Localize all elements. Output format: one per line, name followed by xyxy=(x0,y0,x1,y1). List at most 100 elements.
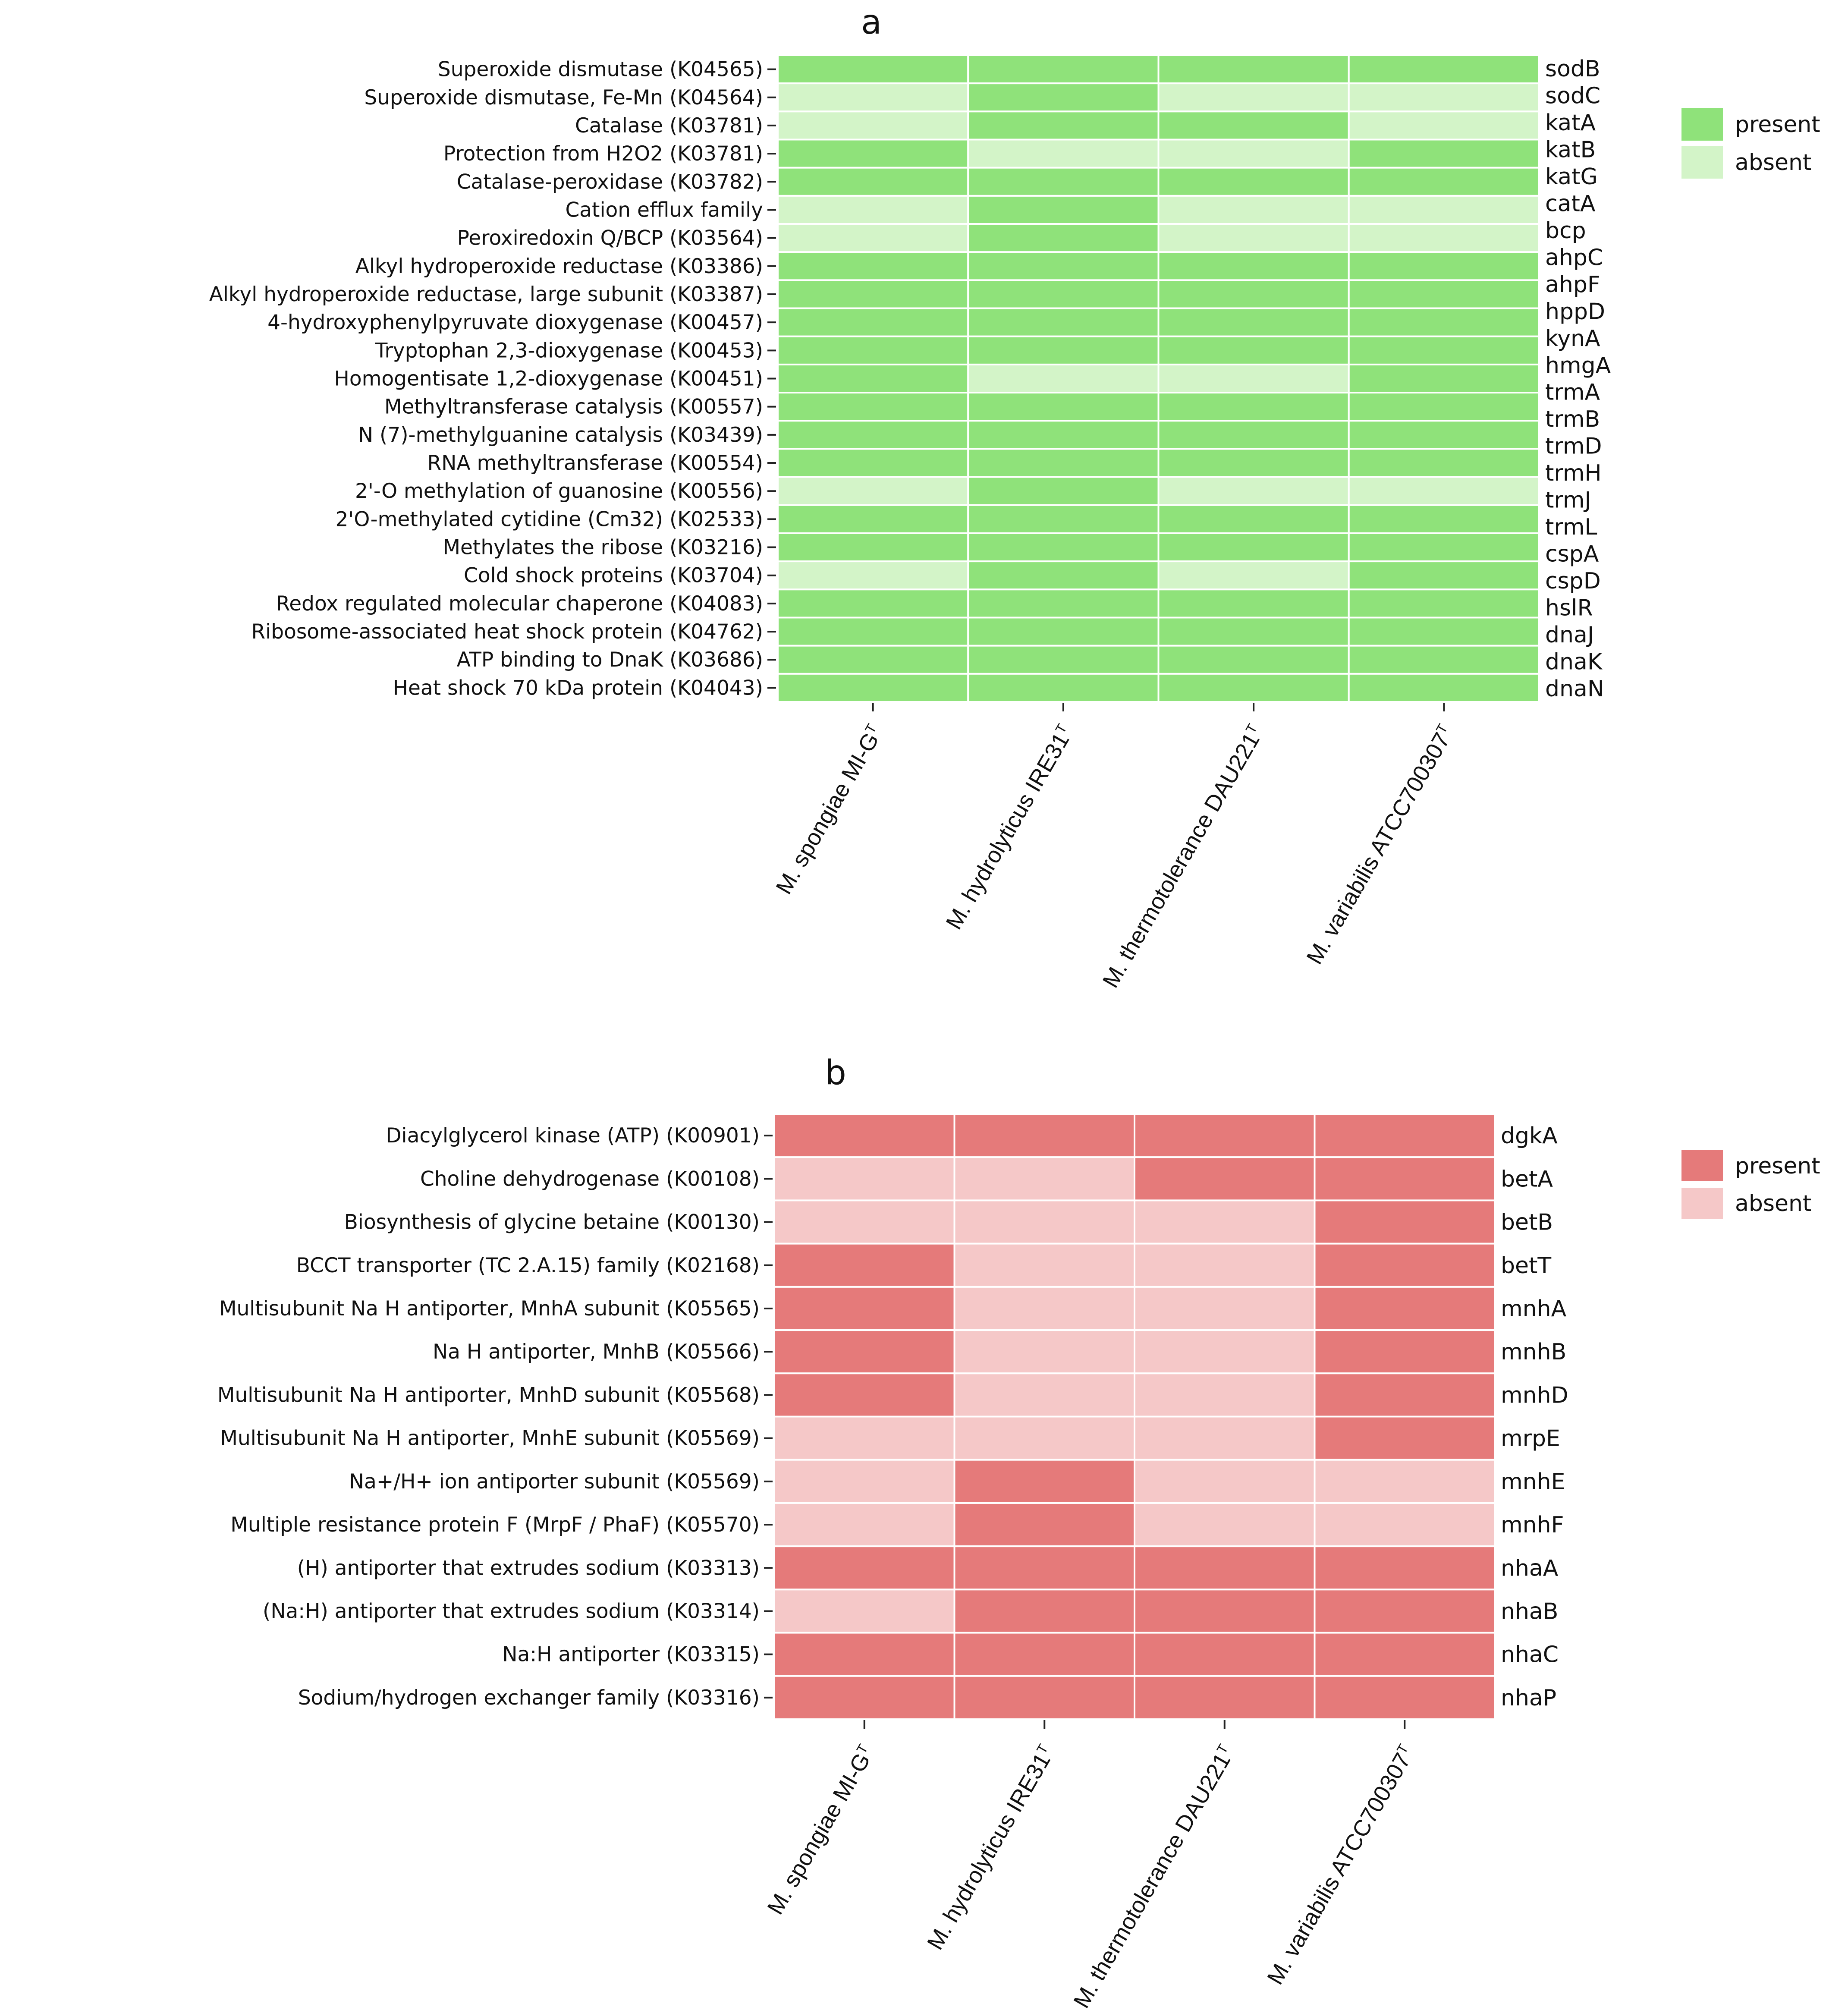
heatmap-cell xyxy=(1314,1329,1496,1375)
heatmap-cell xyxy=(1157,195,1350,225)
gene-label: mnhA xyxy=(1501,1296,1567,1322)
legend-swatch-present xyxy=(1681,1150,1723,1181)
heatmap-cell xyxy=(967,138,1160,169)
heatmap-cell xyxy=(967,476,1160,506)
row-label: Superoxide dismutase (K04565) xyxy=(438,58,763,82)
row-label: Tryptophan 2,3-dioxygenase (K00453) xyxy=(375,339,763,362)
heatmap-cell xyxy=(1348,532,1540,563)
row-label: Na+/H+ ion antiporter subunit (K05569) xyxy=(349,1470,760,1494)
heatmap-cell xyxy=(967,448,1160,478)
heatmap-cell xyxy=(777,279,969,309)
heatmap-cell xyxy=(967,532,1160,563)
heatmap-cell xyxy=(777,307,969,337)
panel-a-heatmap: a Superoxide dismutase (K04565) Superoxide… xyxy=(209,3,1820,992)
gene-label: cspD xyxy=(1545,568,1601,594)
row-label: Multiple resistance protein F (MrpF / Ph… xyxy=(230,1513,760,1537)
heatmap-cell xyxy=(1348,223,1540,253)
heatmap-cell xyxy=(1314,1415,1496,1461)
gene-label: dnaK xyxy=(1545,649,1603,675)
heatmap-cell xyxy=(1157,82,1350,113)
heatmap-cell xyxy=(1134,1199,1316,1245)
gene-label: hmgA xyxy=(1545,352,1611,378)
heatmap-cell xyxy=(953,1632,1135,1677)
heatmap-cell xyxy=(1134,1545,1316,1591)
heatmap-cell xyxy=(953,1372,1135,1418)
heatmap-cell xyxy=(777,167,969,197)
heatmap-cell xyxy=(1157,335,1350,365)
heatmap-cell xyxy=(777,195,969,225)
legend-swatch-absent xyxy=(1681,1188,1723,1219)
gene-label: nhaP xyxy=(1501,1685,1556,1711)
heatmap-cell xyxy=(777,138,969,169)
row-label: Homogentisate 1,2-dioxygenase (K00451) xyxy=(334,367,763,391)
row-label: Sodium/hydrogen exchanger family (K03316… xyxy=(298,1686,760,1710)
heatmap-cell xyxy=(1157,167,1350,197)
heatmap-cell xyxy=(777,82,969,113)
gene-label: trmJ xyxy=(1545,488,1591,513)
heatmap-cell xyxy=(1348,363,1540,394)
heatmap-cell xyxy=(1348,82,1540,113)
heatmap-cell xyxy=(777,617,969,647)
heatmap-cell xyxy=(967,307,1160,337)
heatmap-cell xyxy=(1134,1502,1316,1548)
row-label: N (7)-methylguanine catalysis (K03439) xyxy=(358,423,763,447)
gene-label: betA xyxy=(1501,1166,1553,1192)
heatmap-cell xyxy=(773,1632,955,1677)
legend-label-absent: absent xyxy=(1735,150,1811,176)
heatmap-cell xyxy=(1348,560,1540,591)
heatmap-cell xyxy=(777,335,969,365)
heatmap-cell xyxy=(1348,335,1540,365)
heatmap-cell xyxy=(967,673,1160,703)
heatmap-cell xyxy=(967,110,1160,141)
heatmap-cell xyxy=(1134,1372,1316,1418)
heatmap-cell xyxy=(1157,110,1350,141)
row-label: Na:H antiporter (K03315) xyxy=(502,1643,760,1667)
heatmap-cell xyxy=(967,223,1160,253)
row-label: Heat shock 70 kDa protein (K04043) xyxy=(393,676,763,700)
heatmap-cell xyxy=(1134,1113,1316,1158)
row-label: Ribosome-associated heat shock protein (… xyxy=(251,620,763,644)
heatmap-cell xyxy=(953,1415,1135,1461)
row-label: Cation efflux family xyxy=(565,198,763,222)
heatmap-cell xyxy=(1314,1632,1496,1677)
row-label: Peroxiredoxin Q/BCP (K03564) xyxy=(457,226,763,250)
heatmap-cell xyxy=(777,588,969,619)
row-label: Multisubunit Na H antiporter, MnhA subun… xyxy=(219,1297,760,1321)
heatmap-cell xyxy=(1348,110,1540,141)
heatmap-cell xyxy=(967,251,1160,281)
row-label: Alkyl hydroperoxide reductase (K03386) xyxy=(355,255,763,278)
heatmap-cell xyxy=(1348,673,1540,703)
row-label: 2'O-methylated cytidine (Cm32) (K02533) xyxy=(336,507,764,531)
heatmap-cell xyxy=(1314,1156,1496,1202)
gene-label: mnhB xyxy=(1501,1339,1566,1365)
heatmap-cell xyxy=(1157,307,1350,337)
heatmap-cell xyxy=(953,1242,1135,1288)
heatmap-cell xyxy=(1134,1632,1316,1677)
heatmap-cell xyxy=(967,504,1160,534)
gene-label: ahpF xyxy=(1545,272,1600,298)
row-label: Methyltransferase catalysis (K00557) xyxy=(384,395,763,419)
heatmap-cell xyxy=(1348,617,1540,647)
heatmap-cell xyxy=(1348,54,1540,85)
heatmap-cell xyxy=(1157,617,1350,647)
heatmap-cell xyxy=(773,1545,955,1591)
heatmap-cell xyxy=(1314,1242,1496,1288)
row-label: Na H antiporter, MnhB (K05566) xyxy=(433,1340,760,1364)
row-label: Multisubunit Na H antiporter, MnhD subun… xyxy=(217,1383,760,1407)
row-label: RNA methyltransferase (K00554) xyxy=(427,451,763,475)
row-label: ATP binding to DnaK (K03686) xyxy=(457,648,763,672)
heatmap-cell xyxy=(967,335,1160,365)
heatmap-cell xyxy=(1157,138,1350,169)
heatmap-cell xyxy=(777,392,969,422)
gene-label: trmL xyxy=(1545,514,1597,540)
heatmap-cell xyxy=(1157,504,1350,534)
heatmap-cell xyxy=(1134,1459,1316,1504)
legend-swatch-absent xyxy=(1681,146,1723,179)
heatmap-cell xyxy=(967,195,1160,225)
row-label: 4-hydroxyphenylpyruvate dioxygenase (K00… xyxy=(267,311,763,334)
heatmap-cell xyxy=(1157,588,1350,619)
heatmap-cell xyxy=(1314,1372,1496,1418)
row-label: Methylates the ribose (K03216) xyxy=(443,536,763,560)
row-label: (Na:H) antiporter that extrudes sodium (… xyxy=(263,1599,760,1623)
heatmap-cell xyxy=(967,392,1160,422)
